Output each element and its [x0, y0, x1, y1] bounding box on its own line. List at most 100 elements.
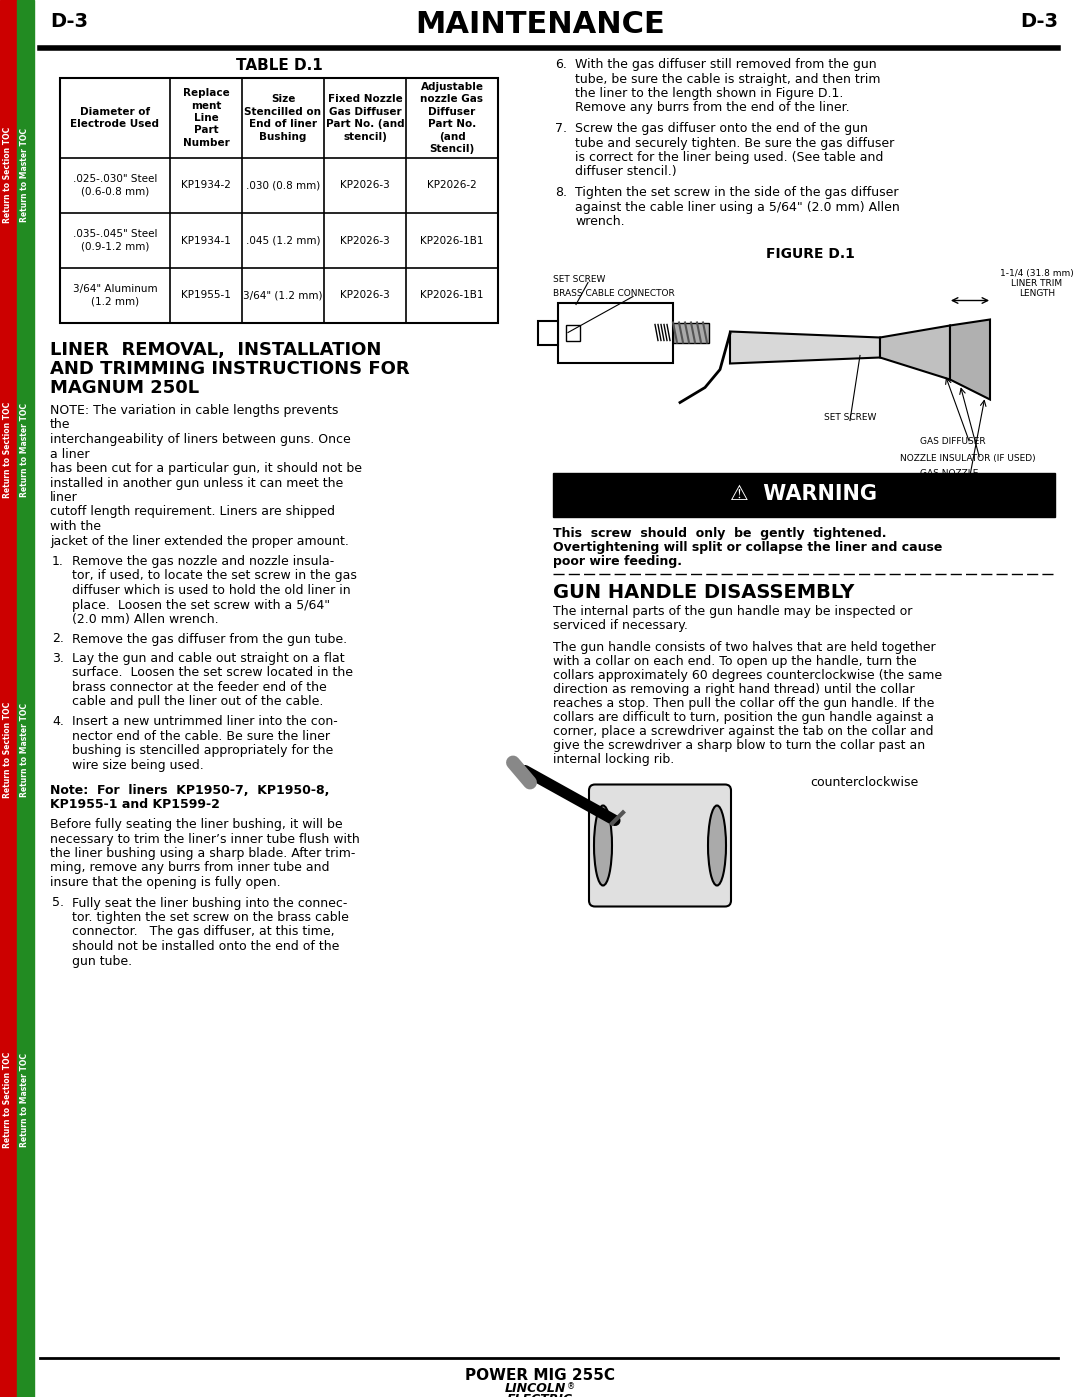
Text: ®: ® — [567, 1382, 576, 1391]
Polygon shape — [880, 326, 950, 380]
Text: MAINTENANCE: MAINTENANCE — [415, 10, 665, 39]
Text: KP1934-2: KP1934-2 — [181, 180, 231, 190]
Text: The internal parts of the gun handle may be inspected or: The internal parts of the gun handle may… — [553, 605, 913, 619]
Text: Before fully seating the liner bushing, it will be: Before fully seating the liner bushing, … — [50, 819, 342, 831]
Text: Fully seat the liner bushing into the connec-: Fully seat the liner bushing into the co… — [72, 897, 348, 909]
Text: the liner bushing using a sharp blade. After trim-: the liner bushing using a sharp blade. A… — [50, 847, 355, 861]
Text: Replace
ment
Line
Part
Number: Replace ment Line Part Number — [183, 88, 229, 148]
Text: 6.: 6. — [555, 59, 567, 71]
Text: Return to Section TOC: Return to Section TOC — [3, 1052, 13, 1148]
Bar — [673, 323, 708, 342]
Bar — [538, 320, 558, 345]
Text: KP1934-1: KP1934-1 — [181, 236, 231, 246]
Text: Return to Master TOC: Return to Master TOC — [21, 703, 29, 798]
Text: SET SCREW: SET SCREW — [553, 274, 606, 284]
Text: KP2026-3: KP2026-3 — [340, 236, 390, 246]
Text: the: the — [50, 419, 70, 432]
Ellipse shape — [708, 806, 726, 886]
Text: counterclockwise: counterclockwise — [810, 775, 918, 788]
Text: FIGURE D.1: FIGURE D.1 — [766, 247, 854, 261]
Text: 3/64" (1.2 mm): 3/64" (1.2 mm) — [243, 291, 323, 300]
Text: jacket of the liner extended the proper amount.: jacket of the liner extended the proper … — [50, 535, 349, 548]
Bar — [553, 472, 1055, 517]
Text: surface.  Loosen the set screw located in the: surface. Loosen the set screw located in… — [72, 666, 353, 679]
Text: KP2026-1B1: KP2026-1B1 — [420, 291, 484, 300]
Text: with the: with the — [50, 520, 102, 534]
Text: tube and securely tighten. Be sure the gas diffuser: tube and securely tighten. Be sure the g… — [575, 137, 894, 149]
Text: brass connector at the feeder end of the: brass connector at the feeder end of the — [72, 680, 327, 694]
Text: Size
Stencilled on
End of liner
Bushing: Size Stencilled on End of liner Bushing — [244, 95, 322, 141]
Text: Remove the gas diffuser from the gun tube.: Remove the gas diffuser from the gun tub… — [72, 633, 347, 645]
Text: has been cut for a particular gun, it should not be: has been cut for a particular gun, it sh… — [50, 462, 362, 475]
Text: the liner to the length shown in Figure D.1.: the liner to the length shown in Figure … — [575, 87, 843, 101]
Text: GAS NOZZLE: GAS NOZZLE — [920, 469, 978, 479]
Text: collars approximately 60 degrees counterclockwise (the same: collars approximately 60 degrees counter… — [553, 669, 942, 683]
Text: MAGNUM 250L: MAGNUM 250L — [50, 379, 199, 397]
Text: D-3: D-3 — [50, 13, 87, 31]
Text: KP2026-3: KP2026-3 — [340, 291, 390, 300]
Text: tor. tighten the set screw on the brass cable: tor. tighten the set screw on the brass … — [72, 911, 349, 923]
Text: liner: liner — [50, 490, 78, 504]
Text: Screw the gas diffuser onto the end of the gun: Screw the gas diffuser onto the end of t… — [575, 122, 868, 136]
Text: a liner: a liner — [50, 447, 90, 461]
Text: 3/64" Aluminum
(1.2 mm): 3/64" Aluminum (1.2 mm) — [72, 285, 158, 307]
Text: interchangeability of liners between guns. Once: interchangeability of liners between gun… — [50, 433, 351, 446]
Text: Note:  For  liners  KP1950-7,  KP1950-8,: Note: For liners KP1950-7, KP1950-8, — [50, 784, 329, 798]
Text: Remove any burrs from the end of the liner.: Remove any burrs from the end of the lin… — [575, 102, 850, 115]
Text: tor, if used, to locate the set screw in the gas: tor, if used, to locate the set screw in… — [72, 570, 356, 583]
Text: D-3: D-3 — [1020, 13, 1058, 31]
Text: TABLE D.1: TABLE D.1 — [235, 59, 322, 73]
Text: with a collar on each end. To open up the handle, turn the: with a collar on each end. To open up th… — [553, 655, 917, 669]
Text: ming, remove any burrs from inner tube and: ming, remove any burrs from inner tube a… — [50, 862, 329, 875]
Text: reaches a stop. Then pull the collar off the gun handle. If the: reaches a stop. Then pull the collar off… — [553, 697, 934, 711]
Text: 4.: 4. — [52, 715, 64, 728]
Text: diffuser stencil.): diffuser stencil.) — [575, 165, 677, 179]
Text: poor wire feeding.: poor wire feeding. — [553, 555, 681, 567]
Text: direction as removing a right hand thread) until the collar: direction as removing a right hand threa… — [553, 683, 915, 697]
Text: connector.   The gas diffuser, at this time,: connector. The gas diffuser, at this tim… — [72, 925, 335, 939]
Text: Lay the gun and cable out straight on a flat: Lay the gun and cable out straight on a … — [72, 652, 345, 665]
Text: ⚠  WARNING: ⚠ WARNING — [730, 485, 877, 504]
Text: Return to Master TOC: Return to Master TOC — [21, 129, 29, 222]
Text: KP1955-1 and KP1599-2: KP1955-1 and KP1599-2 — [50, 799, 220, 812]
Text: against the cable liner using a 5/64" (2.0 mm) Allen: against the cable liner using a 5/64" (2… — [575, 201, 900, 214]
Text: 7.: 7. — [555, 122, 567, 136]
Text: With the gas diffuser still removed from the gun: With the gas diffuser still removed from… — [575, 59, 877, 71]
Text: KP2026-2: KP2026-2 — [427, 180, 477, 190]
Text: NOZZLE INSULATOR (IF USED): NOZZLE INSULATOR (IF USED) — [900, 454, 1036, 462]
Ellipse shape — [594, 806, 612, 886]
Text: SET SCREW: SET SCREW — [824, 412, 876, 422]
Text: KP2026-1B1: KP2026-1B1 — [420, 236, 484, 246]
Text: ELECTRIC: ELECTRIC — [507, 1393, 573, 1397]
Text: .030 (0.8 mm): .030 (0.8 mm) — [246, 180, 320, 190]
Text: diffuser which is used to hold the old liner in: diffuser which is used to hold the old l… — [72, 584, 351, 597]
Text: Tighten the set screw in the side of the gas diffuser: Tighten the set screw in the side of the… — [575, 186, 899, 198]
Text: Fixed Nozzle
Gas Diffuser
Part No. (and
stencil): Fixed Nozzle Gas Diffuser Part No. (and … — [326, 95, 404, 141]
Text: .045 (1.2 mm): .045 (1.2 mm) — [246, 236, 321, 246]
Text: should not be installed onto the end of the: should not be installed onto the end of … — [72, 940, 339, 953]
Text: Return to Master TOC: Return to Master TOC — [21, 402, 29, 497]
Text: tube, be sure the cable is straight, and then trim: tube, be sure the cable is straight, and… — [575, 73, 880, 85]
Text: LINER  REMOVAL,  INSTALLATION: LINER REMOVAL, INSTALLATION — [50, 341, 381, 359]
Text: GAS DIFFUSER: GAS DIFFUSER — [920, 437, 986, 447]
Text: Return to Master TOC: Return to Master TOC — [21, 1053, 29, 1147]
Text: 1.: 1. — [52, 555, 64, 569]
Text: collars are difficult to turn, position the gun handle against a: collars are difficult to turn, position … — [553, 711, 934, 725]
Text: 8.: 8. — [555, 186, 567, 198]
Text: Remove the gas nozzle and nozzle insula-: Remove the gas nozzle and nozzle insula- — [72, 555, 334, 569]
Text: (2.0 mm) Allen wrench.: (2.0 mm) Allen wrench. — [72, 613, 218, 626]
Text: bushing is stencilled appropriately for the: bushing is stencilled appropriately for … — [72, 745, 334, 757]
Text: 3.: 3. — [52, 652, 64, 665]
Text: installed in another gun unless it can meet the: installed in another gun unless it can m… — [50, 476, 343, 489]
Text: insure that the opening is fully open.: insure that the opening is fully open. — [50, 876, 281, 888]
Text: 1-1/4 (31.8 mm)
LINER TRIM
LENGTH: 1-1/4 (31.8 mm) LINER TRIM LENGTH — [1000, 268, 1074, 299]
Text: .025-.030" Steel
(0.6-0.8 mm): .025-.030" Steel (0.6-0.8 mm) — [72, 175, 158, 197]
Text: .035-.045" Steel
(0.9-1.2 mm): .035-.045" Steel (0.9-1.2 mm) — [72, 229, 158, 251]
Bar — [60, 78, 498, 323]
Text: NOTE: The variation in cable lengths prevents: NOTE: The variation in cable lengths pre… — [50, 404, 338, 416]
Text: KP2026-3: KP2026-3 — [340, 180, 390, 190]
Text: POWER MIG 255C: POWER MIG 255C — [465, 1368, 615, 1383]
Text: serviced if necessary.: serviced if necessary. — [553, 619, 688, 633]
Text: GUN HANDLE DISASSEMBLY: GUN HANDLE DISASSEMBLY — [553, 584, 854, 602]
Text: is correct for the liner being used. (See table and: is correct for the liner being used. (Se… — [575, 151, 883, 163]
